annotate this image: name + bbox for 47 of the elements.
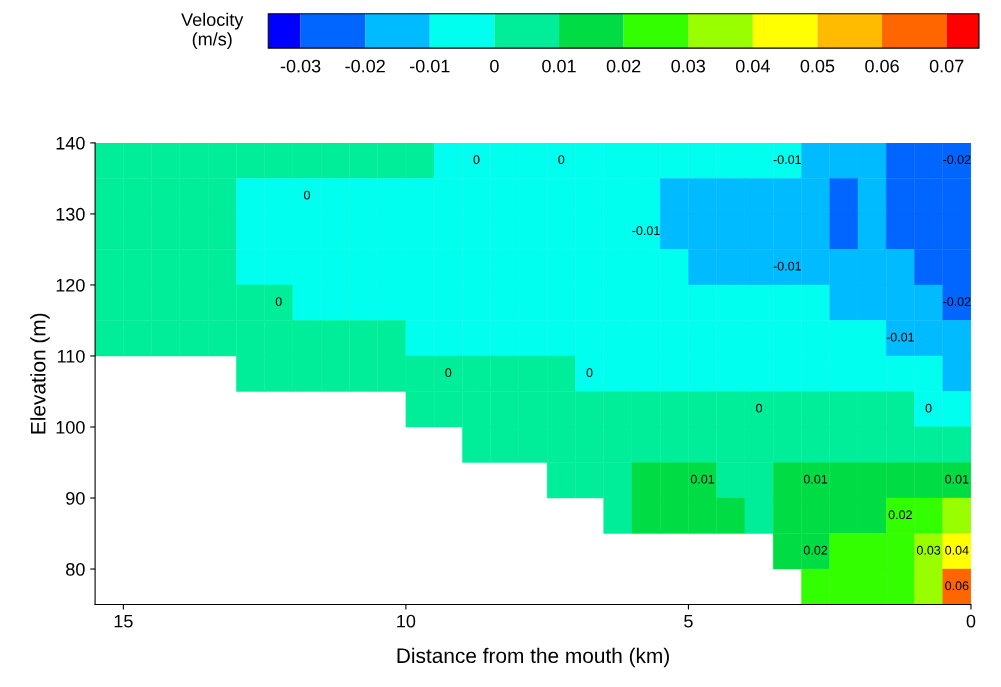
y-tick-label: 80	[66, 562, 85, 576]
color-bar-title: Velocity (m/s)	[181, 12, 244, 50]
data-label: -0.01	[886, 332, 914, 342]
data-label: 0.02	[803, 545, 828, 555]
data-label: 0	[304, 190, 310, 200]
color-bar-label: 0.07	[929, 59, 964, 73]
color-bar-label: 0.03	[671, 59, 706, 73]
x-axis-title: Distance from the mouth (km)	[397, 647, 669, 668]
data-label: 0	[586, 368, 593, 378]
color-bar-label: 0.06	[865, 59, 899, 73]
data-label: 0.02	[888, 510, 912, 520]
data-label: 0.01	[945, 474, 969, 484]
data-label: 0.01	[690, 474, 715, 484]
data-label: 0	[756, 403, 763, 413]
data-label: 0	[445, 368, 452, 378]
data-label: -0.01	[632, 226, 660, 236]
y-tick-label: 140	[56, 136, 85, 150]
color-bar-label: 0.05	[800, 59, 835, 73]
data-label: 0.03	[916, 545, 941, 555]
x-tick-label: 0	[966, 614, 976, 628]
y-tick-label: 130	[56, 207, 85, 221]
x-tick-label: 10	[397, 614, 416, 628]
data-label: 0	[473, 155, 480, 165]
data-label: -0.02	[943, 155, 971, 165]
color-bar-label: -0.03	[280, 59, 321, 73]
data-label: -0.01	[773, 261, 801, 271]
data-label: -0.02	[943, 297, 971, 307]
color-bar-label: 0	[490, 59, 499, 73]
data-label: 0.06	[945, 581, 969, 591]
color-bar-label: 0.02	[606, 59, 641, 73]
y-tick-label: 90	[66, 491, 85, 505]
x-tick-label: 5	[684, 614, 693, 628]
x-tick-label: 15	[114, 614, 133, 628]
color-bar-label: -0.01	[410, 59, 450, 73]
data-label: 0	[275, 297, 282, 307]
data-label: -0.01	[773, 155, 801, 165]
data-label: 0	[558, 155, 565, 165]
y-tick-label: 120	[56, 278, 85, 292]
color-bar-label: 0.04	[735, 59, 770, 73]
color-bar-label: -0.02	[345, 59, 385, 73]
y-tick-label: 110	[57, 349, 85, 363]
y-tick-label: 100	[56, 420, 85, 434]
data-label: 0.01	[803, 474, 828, 484]
y-axis-title: Elevation (m)	[30, 313, 50, 434]
data-label: 0	[925, 403, 932, 413]
data-label: 0.04	[945, 545, 969, 555]
color-bar-label: 0.01	[542, 59, 576, 73]
